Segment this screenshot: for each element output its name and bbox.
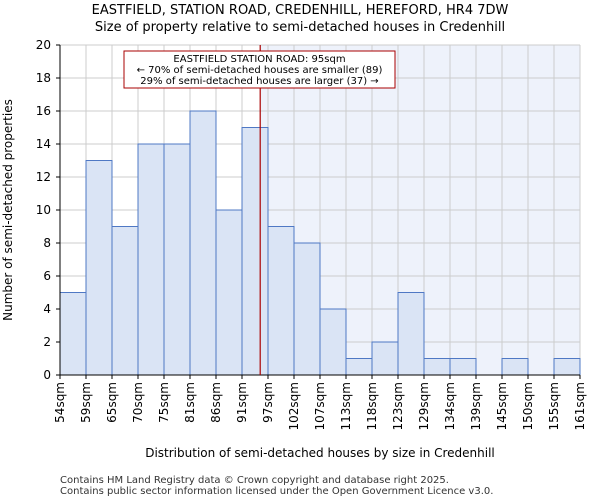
x-tick-label: 102sqm [287,382,301,430]
bar-81sqm [189,110,217,376]
y-axis-label: Number of semi-detached properties [1,99,15,321]
x-tick-label: 113sqm [339,382,353,430]
x-tick-label: 129sqm [417,382,431,430]
bar-134sqm [449,358,477,376]
chart-title: EASTFIELD, STATION ROAD, CREDENHILL, HER… [92,3,509,18]
x-tick-label: 155sqm [547,382,561,430]
x-tick-label: 161sqm [573,382,587,430]
bar-123sqm [397,292,425,376]
x-tick-label: 81sqm [183,382,197,423]
y-tick-label: 14 [36,137,51,151]
y-tick-label: 0 [43,368,51,382]
bar-70sqm [137,143,165,376]
y-tick-label: 20 [36,38,51,52]
plot-area: 0 2 4 6 8 10 12 14 16 18 20 54sqm 59sqm 65sqm 70sqm 75s… [36,38,587,430]
y-tick-label: 2 [43,335,51,349]
x-tick-label: 118sqm [365,382,379,430]
annotation-box [123,50,396,89]
y-tick-label: 4 [43,302,51,316]
x-tick-label: 65sqm [105,382,119,423]
y-tick-label: 16 [36,104,51,118]
y-tick-label: 18 [36,71,51,85]
y-tick-label: 10 [36,203,51,217]
x-tick-label: 91sqm [235,382,249,423]
bar-145sqm [501,358,529,376]
bar-129sqm [423,358,451,376]
annotation-line: ← 70% of semi-detached houses are smalle… [137,65,383,76]
x-tick-label: 107sqm [313,382,327,430]
x-tick-label: 97sqm [261,382,275,423]
bar-107sqm [319,308,347,376]
bar-155sqm [553,358,581,376]
x-tick-label: 139sqm [469,382,483,430]
annotation-line: 29% of semi-detached houses are larger (… [140,76,378,87]
bar-91sqm [241,127,269,376]
bar-102sqm [293,242,321,376]
x-tick-label: 145sqm [495,382,509,430]
y-tick-label: 6 [43,269,51,283]
bar-65sqm [111,226,139,376]
annotation-line: EASTFIELD STATION ROAD: 95sqm [173,54,345,65]
bar-113sqm [345,358,373,376]
x-tick-label: 59sqm [79,382,93,423]
x-tick-label: 86sqm [209,382,223,423]
x-tick-label: 54sqm [53,382,67,423]
bar-75sqm [163,143,191,376]
footer-line-2: Contains public sector information licen… [60,486,493,497]
bar-97sqm [267,226,295,376]
x-tick-label: 134sqm [443,382,457,430]
y-tick-label: 8 [43,236,51,250]
chart-subtitle: Size of property relative to semi-detach… [95,20,505,35]
x-tick-label: 70sqm [131,382,145,423]
bar-118sqm [371,341,399,376]
x-tick-label: 123sqm [391,382,405,430]
x-axis-label: Distribution of semi-detached houses by … [145,446,495,460]
bar-59sqm [85,160,113,376]
y-tick-label: 12 [36,170,51,184]
x-tick-label: 150sqm [521,382,535,430]
bar-86sqm [215,209,243,376]
bar-54sqm [59,292,87,376]
x-tick-label: 75sqm [157,382,171,423]
footer-line-1: Contains HM Land Registry data © Crown c… [60,475,449,486]
